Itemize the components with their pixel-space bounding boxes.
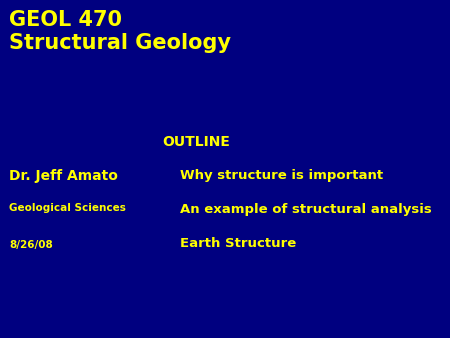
Text: Dr. Jeff Amato: Dr. Jeff Amato [9, 169, 118, 183]
Text: OUTLINE: OUTLINE [162, 135, 230, 149]
Text: An example of structural analysis: An example of structural analysis [180, 203, 432, 216]
Text: GEOL 470
Structural Geology: GEOL 470 Structural Geology [9, 10, 231, 53]
Text: Earth Structure: Earth Structure [180, 237, 296, 249]
Text: 8/26/08: 8/26/08 [9, 240, 53, 250]
Text: Geological Sciences: Geological Sciences [9, 203, 126, 213]
Text: Why structure is important: Why structure is important [180, 169, 383, 182]
